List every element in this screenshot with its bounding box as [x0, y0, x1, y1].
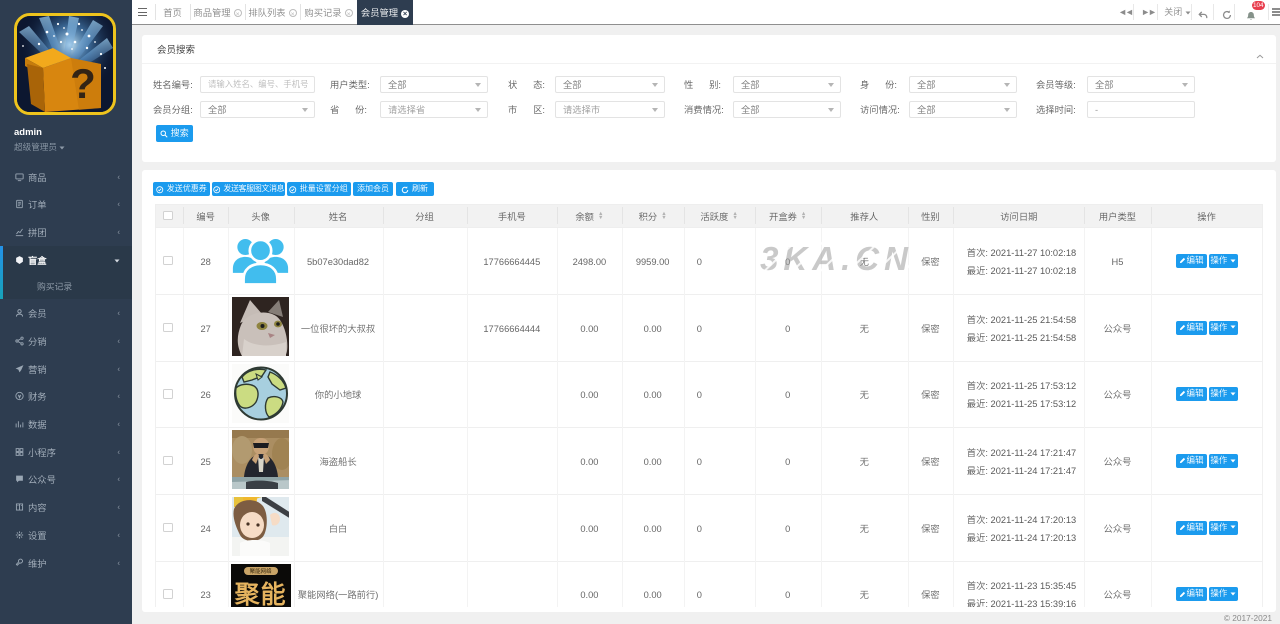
svg-text:?: ?: [70, 60, 96, 107]
